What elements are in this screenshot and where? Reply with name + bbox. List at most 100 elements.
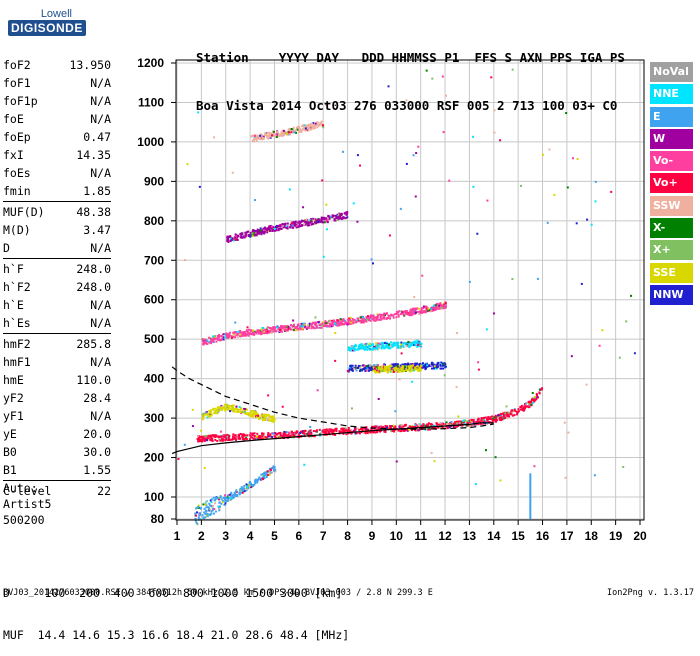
echo-dot xyxy=(213,412,216,415)
echo-dot xyxy=(408,368,411,371)
echo-dot xyxy=(205,434,208,437)
echo-dot xyxy=(388,365,391,368)
x-tick-label: 4 xyxy=(247,529,254,543)
echo-dot xyxy=(302,322,305,325)
echo-dot xyxy=(299,431,302,434)
echo-dot xyxy=(389,425,392,428)
echo-dot xyxy=(274,435,277,438)
echo-dot xyxy=(428,364,431,367)
echo-dot xyxy=(324,432,327,435)
echo-dot xyxy=(252,412,255,415)
echo-dot xyxy=(250,135,253,138)
echo-dot xyxy=(399,424,402,427)
echo-dot xyxy=(309,218,312,221)
echo-dot xyxy=(286,431,289,434)
echo-dot xyxy=(271,415,274,418)
echo-dot xyxy=(308,434,311,437)
echo-dot xyxy=(367,317,370,320)
x-tick-label: 13 xyxy=(463,529,477,543)
echo-dot xyxy=(228,236,231,239)
echo-dot xyxy=(411,380,414,383)
echo-dot xyxy=(309,425,312,428)
echo-dot xyxy=(277,328,280,331)
echo-dot xyxy=(326,218,329,221)
echo-dot xyxy=(337,322,340,325)
echo-dot xyxy=(208,336,211,339)
echo-dot xyxy=(279,134,282,137)
echo-dot xyxy=(276,226,279,229)
echo-dot xyxy=(382,345,385,348)
echo-dot xyxy=(346,369,349,372)
echo-dot xyxy=(194,519,197,522)
legend-item-vo-: Vo- xyxy=(650,151,693,172)
echo-dot xyxy=(214,336,217,339)
echo-dot xyxy=(416,365,419,368)
echo-dot xyxy=(228,404,231,407)
echo-dot xyxy=(321,324,324,327)
echo-dot xyxy=(218,333,221,336)
echo-dot xyxy=(334,332,337,335)
echo-dot xyxy=(485,418,488,421)
echo-dot xyxy=(321,432,324,435)
echo-dot xyxy=(314,218,317,221)
echo-dot xyxy=(242,409,245,412)
y-tick-label: 200 xyxy=(144,451,164,465)
echo-dot xyxy=(299,128,302,131)
echo-dot xyxy=(391,425,394,428)
echo-dot xyxy=(263,473,266,476)
echo-dot xyxy=(305,432,308,435)
echo-dot xyxy=(241,333,244,336)
echo-dot xyxy=(439,363,442,366)
header-values: Boa Vista 2014 Oct03 276 033000 RSF 005 … xyxy=(196,98,618,113)
echo-dot xyxy=(323,324,326,327)
echo-dot xyxy=(366,348,369,351)
param-label: hmF1 xyxy=(3,355,31,369)
echo-dot xyxy=(421,363,424,366)
echo-dot xyxy=(214,502,217,505)
echo-dot xyxy=(202,414,205,417)
echo-dot xyxy=(212,512,215,515)
echo-dot xyxy=(408,310,411,313)
echo-dot xyxy=(367,428,370,431)
echo-dot xyxy=(259,134,262,137)
echo-dot xyxy=(404,344,407,347)
echo-dot xyxy=(371,426,374,429)
echo-dot xyxy=(259,227,262,230)
echo-dot xyxy=(343,319,346,322)
echo-dot xyxy=(230,336,233,339)
echo-dot xyxy=(333,429,336,432)
echo-dot xyxy=(236,236,239,239)
echo-dot xyxy=(333,322,336,325)
echo-dot xyxy=(533,465,536,468)
echo-dot xyxy=(405,310,408,313)
echo-dot xyxy=(363,343,366,346)
echo-dot xyxy=(268,225,271,228)
echo-dot xyxy=(525,402,528,405)
echo-dot xyxy=(514,410,517,413)
echo-dot xyxy=(361,319,364,322)
echo-dot xyxy=(290,128,293,131)
echo-dot xyxy=(400,352,403,355)
echo-dot xyxy=(217,336,220,339)
echo-dot xyxy=(212,505,215,508)
echo-dot xyxy=(483,416,486,419)
echo-dot xyxy=(355,432,358,435)
echo-dot xyxy=(214,496,217,499)
echo-dot xyxy=(297,435,300,438)
echo-dot xyxy=(385,341,388,344)
echo-dot xyxy=(245,489,248,492)
echo-dot xyxy=(230,238,233,241)
echo-dot xyxy=(390,370,393,373)
echo-dot xyxy=(347,432,350,435)
echo-dot xyxy=(241,334,244,337)
echo-dot xyxy=(325,220,328,223)
echo-dot xyxy=(379,313,382,316)
echo-dot xyxy=(407,344,410,347)
echo-dot xyxy=(307,432,310,435)
echo-dot xyxy=(409,341,412,344)
echo-dot xyxy=(505,413,508,416)
legend-item-vo-: Vo+ xyxy=(650,173,693,194)
echo-dot xyxy=(214,334,217,337)
echo-dot xyxy=(256,230,259,233)
echo-dot xyxy=(270,225,273,228)
